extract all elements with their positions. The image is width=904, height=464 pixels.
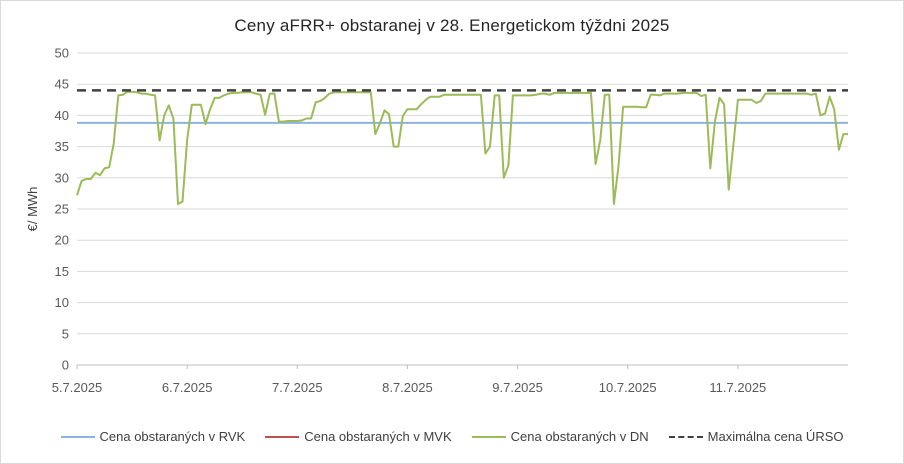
legend-swatch: [668, 435, 703, 438]
series-line-cena-obstaran-ch-v-dn: [76, 90, 848, 205]
x-tick-label: 6.7.2025: [162, 380, 213, 395]
y-tick-label: 25: [55, 202, 69, 217]
y-tick-label: 5: [62, 326, 69, 341]
y-tick-label: 30: [55, 170, 69, 185]
legend-label: Maximálna cena ÚRSO: [707, 429, 844, 444]
y-tick-label: 40: [55, 108, 69, 123]
x-tick-label: 10.7.2025: [599, 380, 657, 395]
legend-item: Cena obstaraných v MVK: [265, 429, 452, 444]
x-tick-label: 8.7.2025: [382, 380, 433, 395]
legend-label: Cena obstaraných v RVK: [99, 429, 246, 444]
x-tick-label: 7.7.2025: [272, 380, 323, 395]
legend-item: Cena obstaraných v RVK: [60, 429, 246, 444]
legend-label: Cena obstaraných v DN: [510, 429, 649, 444]
y-tick-label: 15: [55, 264, 69, 279]
y-tick-label: 0: [62, 358, 69, 373]
x-tick-label: 9.7.2025: [492, 380, 543, 395]
legend-item: Cena obstaraných v DN: [471, 429, 649, 444]
chart-title: Ceny aFRR+ obstaranej v 28. Energetickom…: [234, 16, 670, 35]
x-tick-label: 11.7.2025: [709, 380, 766, 395]
legend-swatch: [265, 435, 300, 438]
x-tick-label: 5.7.2025: [52, 380, 103, 395]
legend-swatch: [60, 435, 95, 438]
chart-legend: Cena obstaraných v RVK Cena obstaraných v…: [0, 429, 904, 444]
y-tick-label: 50: [55, 46, 69, 61]
legend-swatch: [471, 435, 506, 438]
y-axis-label: €/ MWh: [25, 187, 40, 232]
y-tick-label: 35: [55, 139, 69, 154]
y-tick-label: 45: [55, 77, 69, 92]
y-tick-label: 20: [55, 233, 69, 248]
legend-item: Maximálna cena ÚRSO: [668, 429, 844, 444]
legend-label: Cena obstaraných v MVK: [304, 429, 452, 444]
y-tick-label: 10: [55, 295, 69, 310]
